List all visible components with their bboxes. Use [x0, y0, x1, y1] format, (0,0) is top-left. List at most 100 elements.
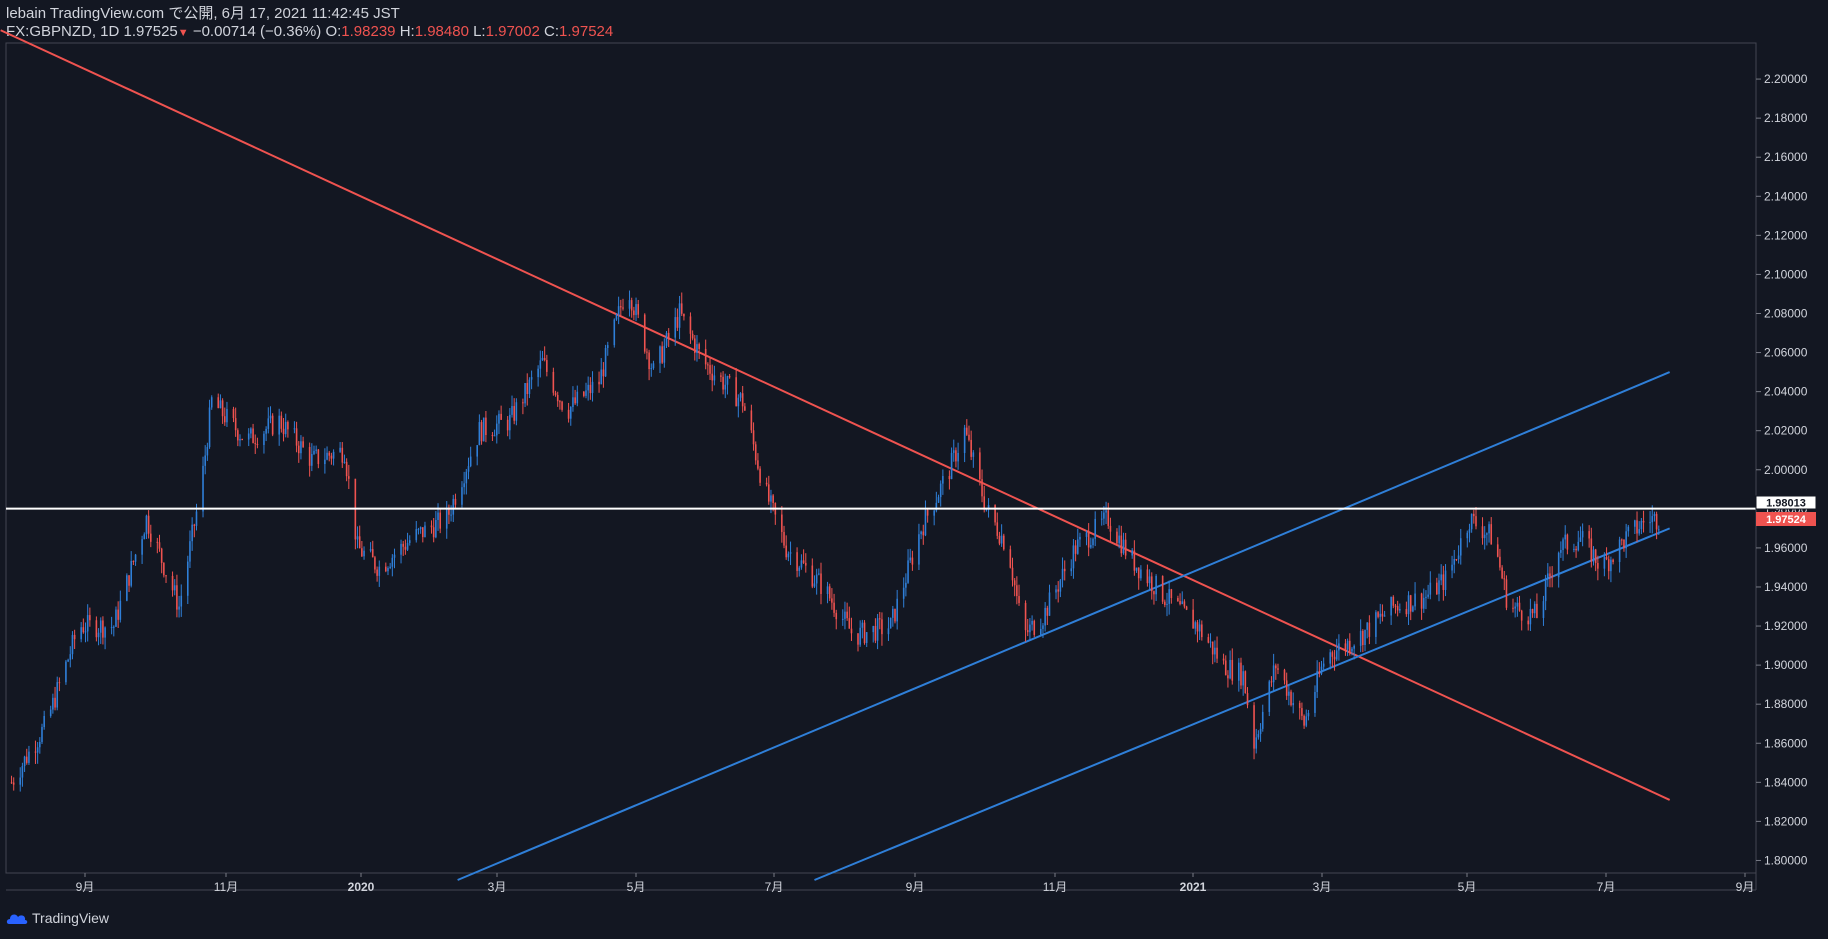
footer-brand[interactable]: TradingView — [6, 910, 109, 926]
candle-body — [552, 371, 555, 393]
candle-body — [526, 383, 529, 395]
candle-body — [1377, 612, 1379, 617]
candle-body — [1290, 691, 1292, 706]
candle-body — [561, 401, 563, 410]
candle-body — [1457, 555, 1460, 560]
candle-body — [56, 682, 59, 708]
candle-body — [128, 575, 130, 586]
candle-body — [356, 536, 359, 540]
candle-body — [41, 727, 43, 742]
candle-body — [1240, 662, 1242, 686]
candle-body — [498, 413, 500, 424]
candle-body — [232, 408, 235, 419]
candle-body — [1527, 620, 1530, 625]
candle-body — [54, 697, 56, 708]
candle-body — [89, 615, 91, 621]
candle-body — [117, 609, 119, 620]
candle-body — [1607, 559, 1610, 572]
candle-body — [1320, 666, 1323, 674]
price-tick-label: 2.02000 — [1764, 424, 1808, 438]
candle-body — [970, 439, 972, 457]
candle-body — [922, 531, 925, 536]
candle-body — [513, 406, 515, 421]
candle-body — [328, 452, 331, 456]
candle-body — [1055, 589, 1057, 593]
candle-body — [254, 443, 257, 445]
candle-body — [1597, 562, 1599, 569]
candle-body — [1063, 568, 1066, 572]
candle-body — [1161, 575, 1164, 602]
trendline-channel-lower[interactable] — [814, 527, 1671, 881]
candle-body — [1140, 569, 1142, 579]
candle-body — [691, 333, 694, 339]
candle-body — [1231, 659, 1234, 681]
trendlines[interactable] — [0, 29, 1671, 881]
candle-body — [506, 419, 509, 431]
candle-body — [1481, 526, 1484, 539]
candle-body — [435, 520, 437, 538]
candle-body — [476, 445, 478, 457]
candle-body — [495, 423, 498, 436]
candle-body — [937, 497, 940, 503]
candle-body — [219, 400, 222, 409]
candle-body — [385, 566, 387, 572]
candle-body — [698, 344, 700, 349]
candle-body — [707, 364, 709, 366]
candle-body — [741, 393, 744, 407]
candle-body — [720, 375, 722, 377]
candle-body — [493, 435, 496, 437]
candle-body — [263, 433, 265, 445]
candle-body — [1501, 567, 1503, 579]
candle-body — [1470, 513, 1473, 530]
candle-body — [1623, 539, 1625, 549]
candle-body — [341, 447, 344, 463]
candle-body — [613, 319, 616, 346]
candle-body — [872, 626, 875, 633]
candle-body — [926, 509, 929, 516]
candle-body — [402, 543, 405, 547]
candle-body — [1150, 576, 1153, 592]
candle-body — [1318, 671, 1321, 674]
candle-body — [461, 487, 463, 505]
low-label: L: — [473, 23, 486, 40]
candle-body — [1486, 533, 1488, 535]
candle-body — [1627, 526, 1630, 532]
candle-body — [752, 430, 755, 445]
trendline-resistance-downtrend[interactable] — [0, 29, 1671, 801]
candle-body — [1072, 545, 1075, 569]
candle-body — [419, 527, 422, 530]
candle-body — [247, 433, 250, 440]
price-axis[interactable]: 2.20000 2.18000 2.16000 2.14000 2.12000 2.100… — [1756, 72, 1808, 867]
candle-body — [689, 316, 692, 334]
candle-body — [1042, 625, 1044, 629]
candle-body — [887, 628, 890, 635]
time-tick-label: 5月 — [627, 880, 646, 894]
candle-body — [1603, 557, 1606, 569]
candle-body — [143, 534, 146, 540]
candle-body — [361, 548, 363, 557]
candle-body — [1177, 598, 1179, 602]
time-tick-label: 7月 — [765, 880, 784, 894]
candle-body — [1496, 544, 1499, 557]
trendline-channel-upper[interactable] — [457, 371, 1671, 881]
candle-body — [119, 600, 122, 620]
candle-body — [1039, 628, 1042, 635]
candle-body — [406, 542, 409, 550]
candle-body — [850, 628, 853, 634]
time-tick-label: 7月 — [1597, 880, 1616, 894]
time-axis[interactable]: 9月 11月 2020 3月 5月 7月 9月 11月 2021 3月 5月 7月 9月 — [76, 873, 1755, 894]
candle-body — [295, 428, 298, 446]
candle-body — [1196, 622, 1199, 632]
candle-body — [781, 514, 783, 532]
candle-body — [226, 408, 228, 423]
candle-body — [1499, 556, 1501, 568]
candle-body — [635, 304, 637, 316]
candle-body — [1059, 580, 1062, 592]
candle-body — [1305, 716, 1308, 726]
candle-body — [1074, 545, 1077, 554]
candle-body — [1533, 603, 1536, 614]
candle-body — [987, 505, 990, 510]
candle-body — [1409, 595, 1412, 612]
candle-body — [86, 615, 89, 632]
